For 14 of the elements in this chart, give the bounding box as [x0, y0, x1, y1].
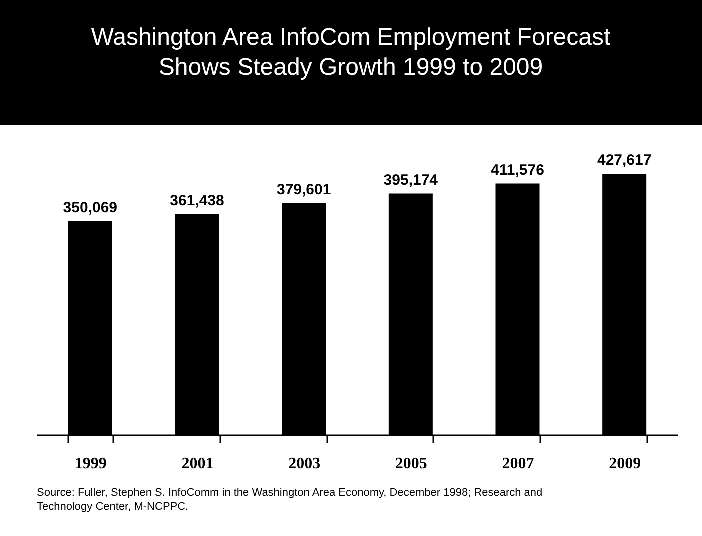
x-tick-label: 2001: [182, 456, 214, 472]
x-tick-label: 2003: [288, 456, 321, 472]
data-label: 379,601: [276, 181, 332, 198]
x-tick-label: 2005: [395, 456, 428, 472]
x-tick-label: 2009: [609, 456, 642, 472]
data-label: 427,617: [597, 152, 652, 169]
x-tick-label: 2007: [502, 456, 534, 472]
x-tick-label: 1999: [74, 456, 107, 472]
data-label: 411,576: [491, 162, 544, 179]
data-label: 350,069: [63, 199, 118, 216]
data-label: 361,438: [170, 192, 224, 210]
source-note: Source: Fuller, Stephen S. InfoComm in the Washington Area Economy, December 1998; Research and Technology Center, M-NCPPC.: [37, 486, 544, 514]
chart-title: Washington Area InfoCom Employment Forecast Shows Steady Growth 1999 to 2009: [0, 0, 702, 125]
data-label: 395,174: [384, 172, 439, 189]
